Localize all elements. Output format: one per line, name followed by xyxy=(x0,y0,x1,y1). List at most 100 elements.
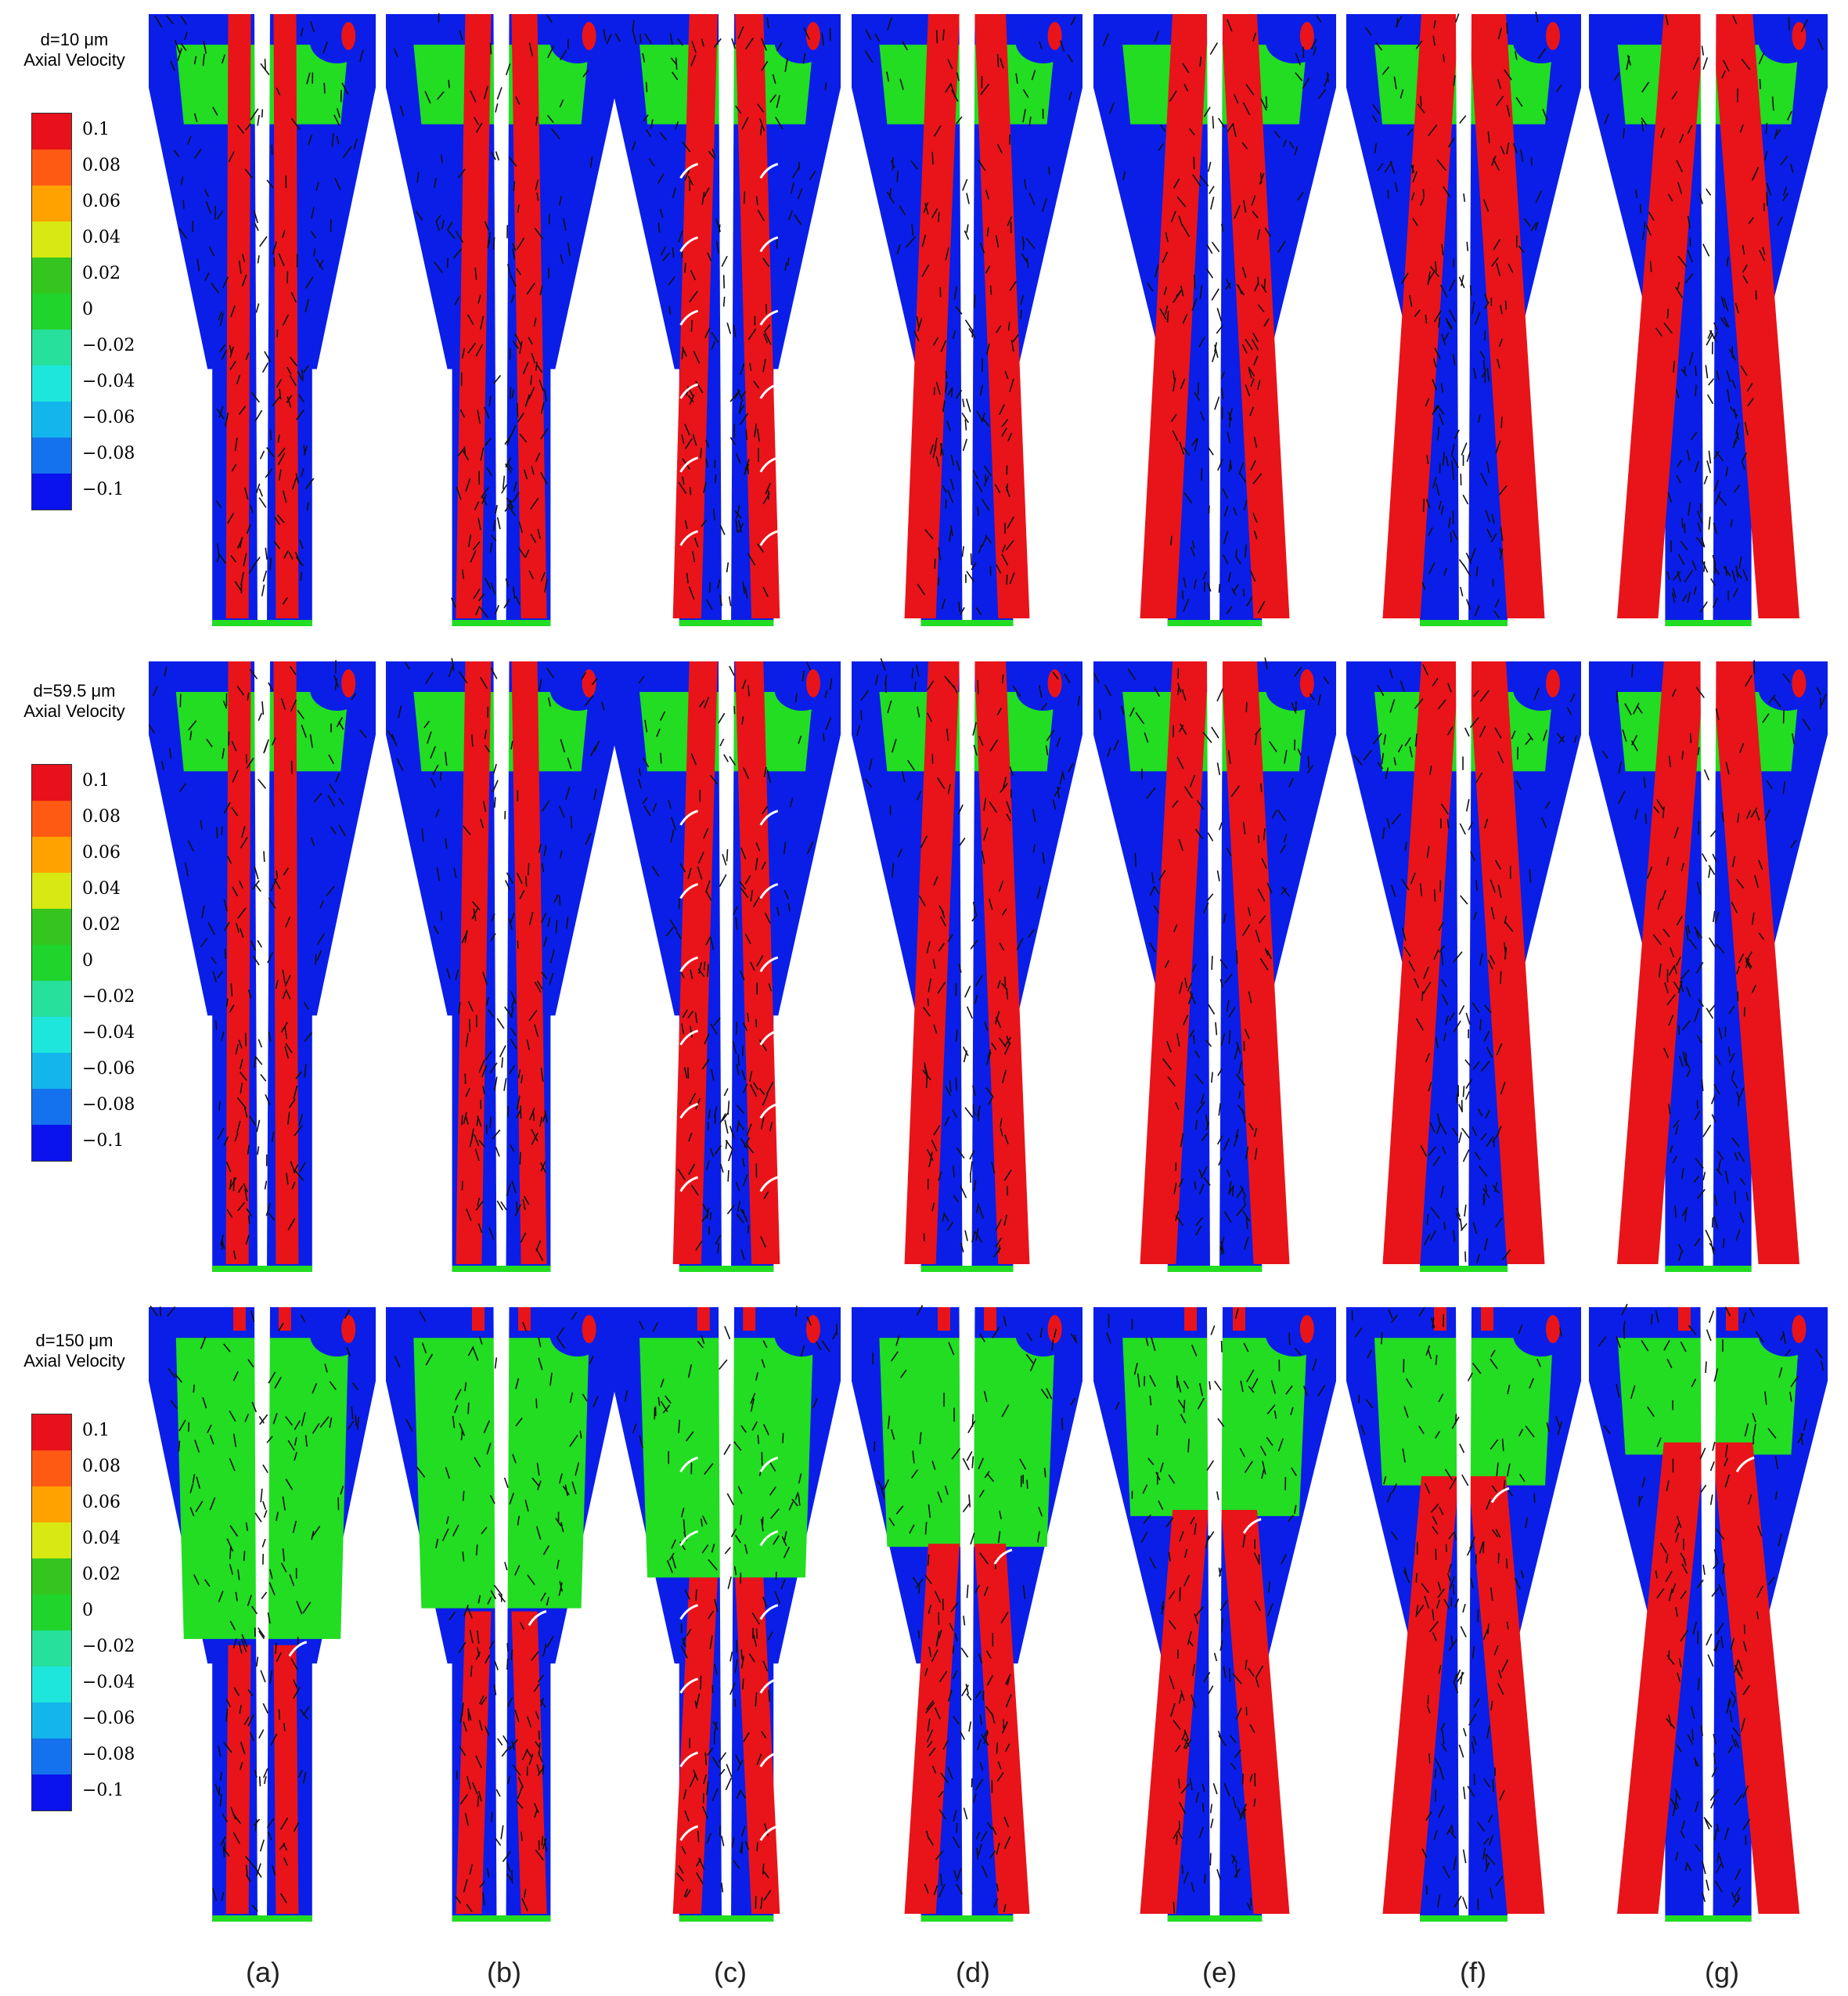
velocity-vector xyxy=(1252,473,1263,485)
velocity-vector xyxy=(656,728,661,737)
velocity-vector xyxy=(769,1486,776,1496)
velocity-vector xyxy=(472,541,481,551)
velocity-vector xyxy=(1217,458,1224,471)
velocity-vector xyxy=(1703,769,1710,780)
velocity-vector xyxy=(1480,472,1488,486)
velocity-vector xyxy=(1641,1339,1649,1352)
velocity-vector xyxy=(769,1122,773,1132)
velocity-vector xyxy=(255,303,260,313)
velocity-vector xyxy=(244,1414,250,1423)
velocity-vector xyxy=(981,850,985,864)
velocity-vector xyxy=(522,1321,528,1332)
velocity-vector xyxy=(812,1398,818,1409)
velocity-vector xyxy=(512,340,519,349)
velocity-vector xyxy=(558,1473,563,1484)
velocity-vector xyxy=(1821,694,1827,706)
velocity-vector xyxy=(1709,1461,1715,1472)
vector-field xyxy=(1093,657,1330,1255)
velocity-vector xyxy=(1216,1135,1223,1145)
velocity-vector xyxy=(231,463,237,472)
velocity-vector xyxy=(501,1057,503,1068)
velocity-vector xyxy=(794,214,802,225)
velocity-vector xyxy=(1290,1407,1294,1415)
velocity-vector xyxy=(979,1761,984,1771)
velocity-vector xyxy=(459,1422,466,1436)
velocity-vector xyxy=(278,469,282,481)
velocity-vector xyxy=(506,1862,510,1872)
velocity-vector xyxy=(1680,863,1684,871)
velocity-vector xyxy=(994,1011,1000,1025)
velocity-vector xyxy=(201,905,205,919)
velocity-vector xyxy=(938,1809,947,1820)
velocity-vector xyxy=(329,1417,333,1429)
core-jet-right xyxy=(1468,661,1545,1264)
velocity-vector xyxy=(744,38,754,50)
velocity-vector xyxy=(976,1738,982,1751)
velocity-vector xyxy=(1024,178,1027,189)
velocity-vector xyxy=(713,1106,718,1119)
velocity-vector xyxy=(921,234,927,247)
velocity-vector xyxy=(218,1786,221,1796)
velocity-vector xyxy=(484,744,491,753)
velocity-vector xyxy=(1401,878,1410,891)
velocity-vector xyxy=(1486,1136,1494,1148)
velocity-vector xyxy=(1506,1463,1511,1477)
velocity-vector xyxy=(1068,91,1072,101)
velocity-vector xyxy=(1400,680,1405,692)
velocity-vector xyxy=(1655,327,1662,337)
velocity-vector xyxy=(637,778,643,789)
velocity-vector xyxy=(724,1325,731,1340)
velocity-vector xyxy=(1238,1090,1241,1099)
velocity-vector xyxy=(897,848,902,858)
velocity-vector xyxy=(1367,1349,1373,1359)
velocity-vector xyxy=(1490,1349,1496,1357)
velocity-vector xyxy=(1247,906,1252,917)
velocity-vector xyxy=(768,983,773,992)
velocity-vector xyxy=(232,1832,241,1844)
velocity-vector xyxy=(510,1027,517,1036)
velocity-vector xyxy=(1459,115,1467,124)
velocity-vector xyxy=(1175,1210,1180,1221)
velocity-vector xyxy=(1492,158,1500,171)
velocity-vector xyxy=(297,371,304,382)
highlight-arrow xyxy=(759,1102,779,1119)
velocity-vector xyxy=(1203,1672,1211,1683)
velocity-vector xyxy=(1687,924,1691,934)
velocity-vector xyxy=(973,294,976,308)
velocity-vector xyxy=(1688,939,1698,950)
velocity-vector xyxy=(884,1479,889,1490)
velocity-vector xyxy=(688,585,695,600)
velocity-vector xyxy=(739,1843,744,1854)
velocity-vector xyxy=(538,679,542,691)
velocity-vector xyxy=(221,54,226,64)
velocity-vector xyxy=(356,1417,360,1430)
velocity-vector xyxy=(1460,895,1468,905)
vector-field xyxy=(637,661,833,1260)
core-jet-left xyxy=(1616,661,1706,1264)
velocity-vector xyxy=(1001,1721,1008,1734)
velocity-vector xyxy=(1248,369,1252,379)
velocity-vector xyxy=(430,777,437,788)
core-jet-left xyxy=(904,1544,960,1914)
velocity-vector xyxy=(698,1857,705,1870)
velocity-vector xyxy=(274,517,280,525)
recirculation-core xyxy=(341,1315,356,1343)
velocity-vector xyxy=(945,1085,952,1097)
velocity-vector xyxy=(1436,159,1447,171)
velocity-vector xyxy=(470,90,477,103)
velocity-vector xyxy=(1244,544,1247,558)
velocity-vector xyxy=(1446,726,1454,736)
core-jet-right xyxy=(735,14,780,618)
velocity-vector xyxy=(222,701,228,709)
velocity-vector xyxy=(558,805,565,818)
velocity-vector xyxy=(1731,1070,1735,1079)
velocity-vector xyxy=(1626,56,1630,70)
velocity-vector xyxy=(1687,250,1694,263)
velocity-vector xyxy=(273,541,281,549)
velocity-vector xyxy=(1484,294,1490,304)
velocity-vector xyxy=(189,1507,195,1517)
velocity-vector xyxy=(1207,161,1212,172)
legend-swatch xyxy=(32,1125,71,1161)
velocity-vector xyxy=(1294,666,1302,677)
velocity-vector xyxy=(1738,1659,1743,1672)
